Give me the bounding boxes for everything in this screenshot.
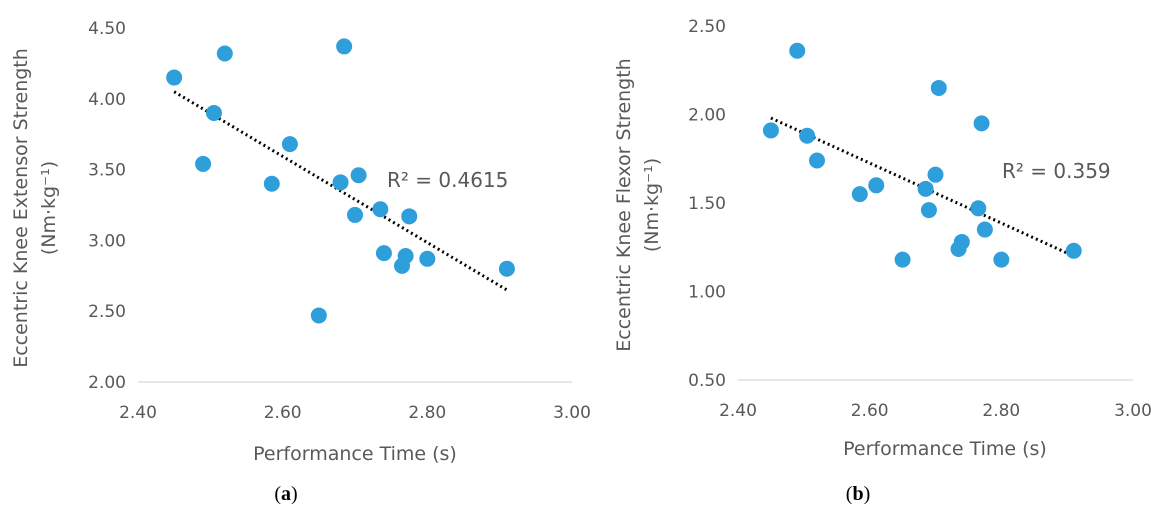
data-point: [868, 177, 885, 194]
data-point: [762, 122, 779, 139]
x-tick-label: 2.40: [119, 403, 157, 423]
y-tick-label: 0.50: [688, 371, 726, 391]
data-point: [419, 250, 436, 267]
data-point: [894, 251, 911, 268]
data-point: [372, 201, 389, 218]
y-axis-label-a: Eccentric Knee Extensor Strength: [10, 48, 32, 368]
trendline-a: [173, 90, 508, 292]
data-point: [927, 166, 944, 183]
x-tick-label: 3.00: [1114, 401, 1151, 421]
data-point: [930, 79, 947, 96]
y-axis-unit-a: (Nm·kg⁻¹): [38, 161, 60, 255]
data-point: [498, 260, 515, 277]
data-point: [973, 115, 990, 132]
r-squared-annotation-b: R² = 0.359: [1002, 159, 1111, 183]
y-tick-label: 4.50: [88, 19, 126, 39]
data-point: [993, 251, 1010, 268]
data-point: [401, 208, 418, 225]
data-point: [205, 104, 222, 121]
data-point: [166, 69, 183, 86]
data-point: [263, 175, 280, 192]
panel-label-a: (a): [274, 483, 297, 505]
x-tick-label: 2.60: [264, 403, 302, 423]
data-point: [375, 245, 392, 262]
data-point: [310, 307, 327, 324]
data-point: [1065, 242, 1082, 259]
data-point: [976, 221, 993, 238]
data-point: [281, 136, 298, 153]
data-point: [336, 38, 353, 55]
y-tick-label: 1.00: [688, 283, 726, 303]
data-point: [809, 152, 825, 169]
data-point: [347, 206, 363, 223]
data-point: [195, 155, 212, 172]
data-point: [397, 247, 414, 264]
y-axis-unit-b: (Nm·kg⁻¹): [641, 158, 663, 252]
x-tick-label: 2.40: [719, 401, 757, 421]
data-point: [917, 180, 934, 197]
x-tick-label: 2.80: [408, 403, 446, 423]
data-point: [851, 186, 868, 203]
y-tick-label: 4.00: [88, 90, 126, 110]
data-point: [350, 167, 367, 184]
y-tick-label: 2.50: [88, 302, 126, 322]
y-tick-label: 1.50: [688, 194, 726, 214]
y-tick-label: 3.00: [88, 231, 126, 251]
data-point: [799, 127, 816, 144]
y-tick-label: 2.00: [88, 373, 126, 393]
data-point: [332, 174, 349, 191]
data-point: [789, 42, 806, 59]
y-tick-label: 2.50: [688, 17, 726, 37]
r-squared-annotation-a: R² = 0.4615: [387, 168, 508, 192]
data-point: [953, 233, 970, 250]
x-axis-label-a: Performance Time (s): [253, 443, 457, 465]
x-tick-label: 2.80: [982, 401, 1020, 421]
y-tick-label: 2.00: [688, 106, 726, 126]
y-axis-label-b: Eccentric Knee Flexor Strength: [613, 58, 635, 351]
x-tick-label: 2.60: [851, 401, 889, 421]
data-point: [920, 202, 937, 219]
x-tick-label: 3.00: [553, 403, 591, 423]
x-axis-label-b: Performance Time (s): [843, 438, 1047, 460]
data-point: [216, 45, 233, 62]
panel-label-b: (b): [846, 483, 870, 505]
chart-panel-b: Eccentric Knee Flexor Strength (Nm·kg⁻¹)…: [613, 17, 1151, 505]
y-tick-label: 3.50: [88, 161, 126, 181]
chart-panel-a: Eccentric Knee Extensor Strength (Nm·kg⁻…: [10, 19, 591, 505]
data-point: [970, 200, 987, 217]
